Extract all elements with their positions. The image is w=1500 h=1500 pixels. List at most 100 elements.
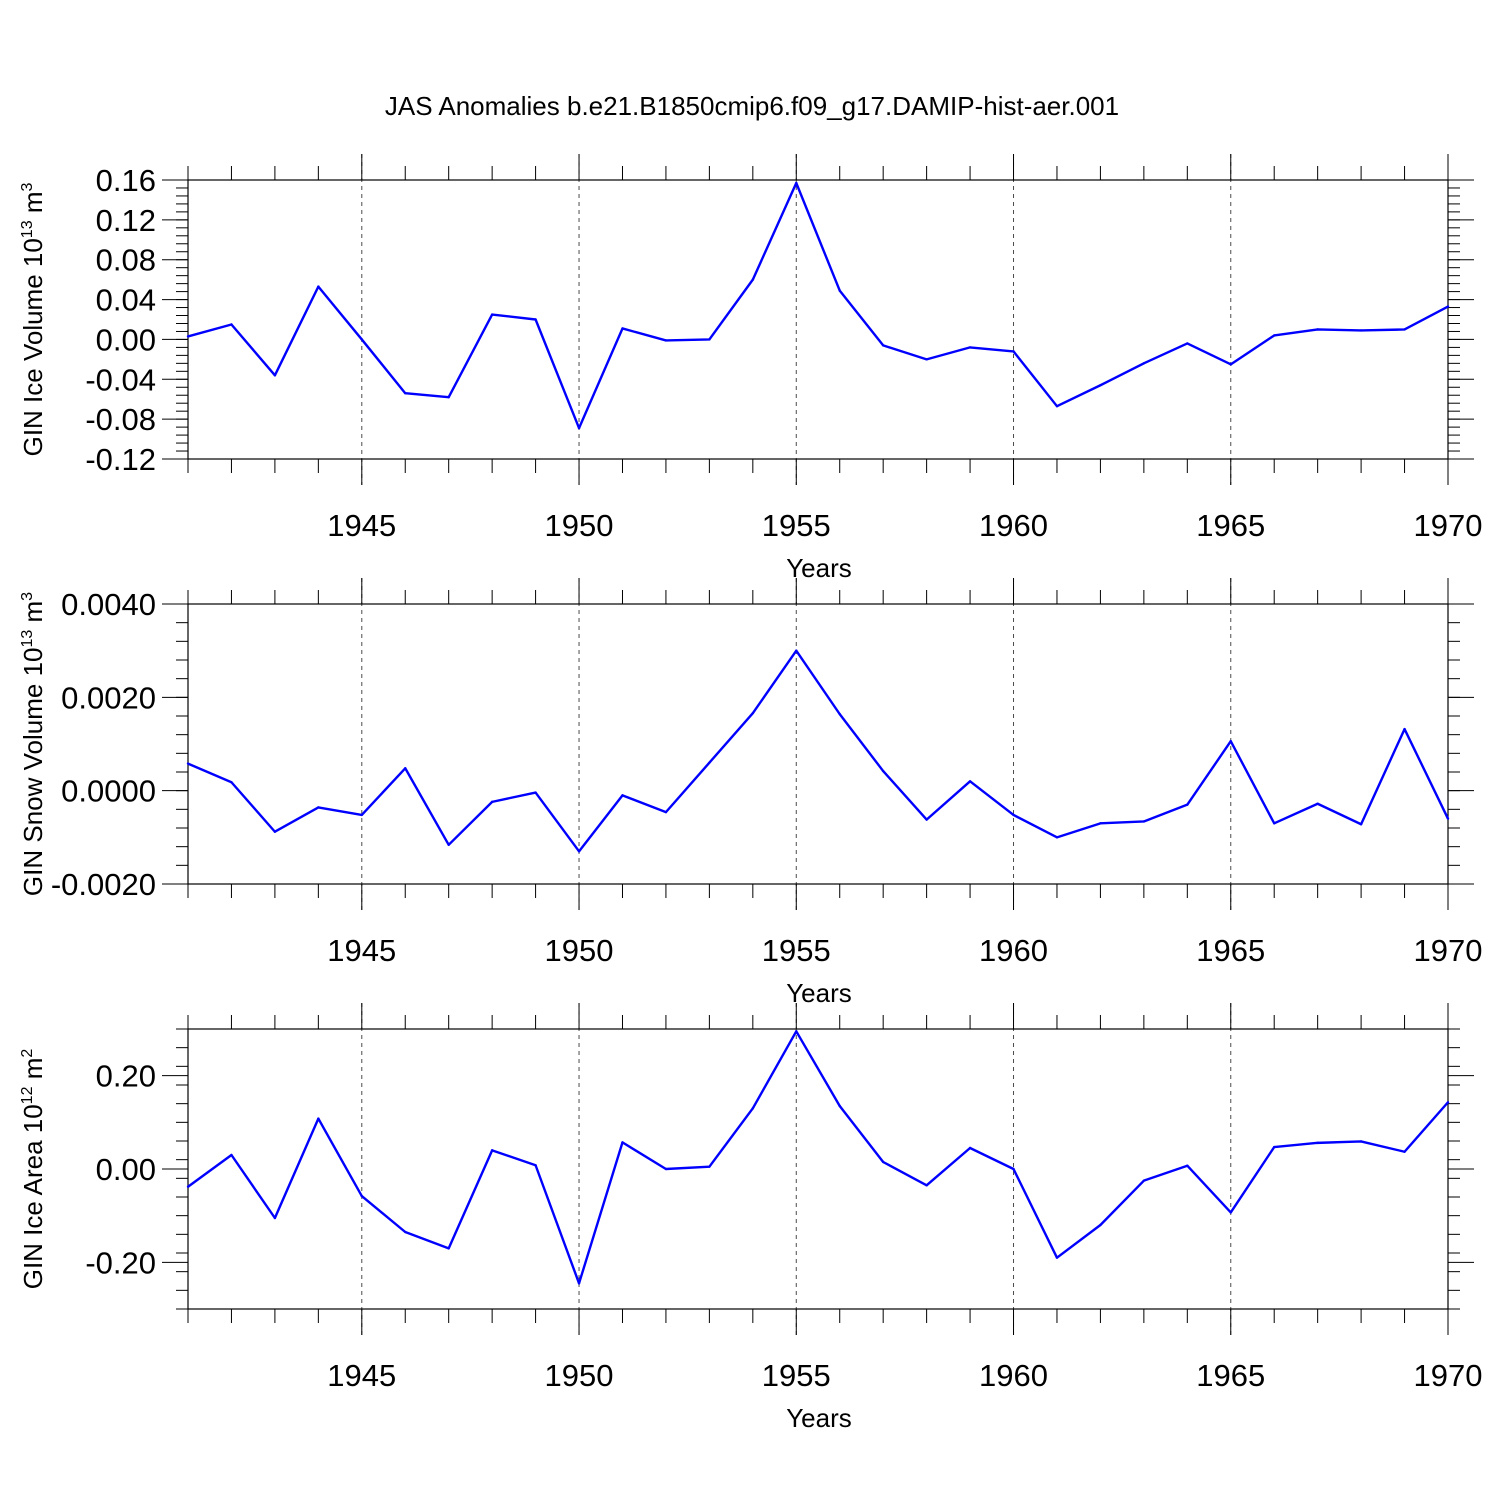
x-tick-label: 1960 bbox=[979, 508, 1048, 543]
y-tick-label: 0.16 bbox=[96, 163, 156, 198]
data-point bbox=[838, 1104, 841, 1108]
data-point bbox=[795, 649, 798, 652]
data-point bbox=[751, 1107, 755, 1110]
data-point bbox=[317, 806, 320, 809]
data-point bbox=[1403, 328, 1406, 331]
data-point bbox=[230, 1153, 233, 1157]
data-point bbox=[664, 339, 668, 342]
y-tick-label: 0.04 bbox=[96, 283, 156, 318]
data-point bbox=[404, 767, 407, 770]
data-point bbox=[447, 396, 450, 399]
figure-title: JAS Anomalies b.e21.B1850cmip6.f09_g17.D… bbox=[385, 91, 1119, 121]
y-axis-label: GIN Ice Volume 1013 m3 bbox=[18, 182, 48, 456]
data-point bbox=[1273, 334, 1276, 337]
y-tick-label: 0.0040 bbox=[61, 587, 156, 622]
data-point bbox=[1186, 803, 1189, 806]
y-tick-label: 0.0020 bbox=[61, 680, 156, 715]
data-point bbox=[1403, 727, 1406, 731]
x-tick-label: 1960 bbox=[979, 933, 1048, 968]
y-tick-label: 0.00 bbox=[96, 322, 156, 357]
x-tick-label: 1965 bbox=[1196, 933, 1265, 968]
data-point bbox=[360, 813, 363, 817]
data-point bbox=[534, 791, 537, 794]
y-tick-label: 0.20 bbox=[96, 1059, 156, 1094]
x-axis-label: Years bbox=[786, 553, 852, 583]
data-point bbox=[751, 712, 755, 715]
chart-panel-2: -0.0020 0.0000 0.0020 0.0040 1945 1950 1955 196… bbox=[18, 578, 1482, 1008]
data-point bbox=[968, 780, 972, 783]
x-tick-label: 1945 bbox=[327, 933, 396, 968]
data-point bbox=[968, 1146, 972, 1150]
data-point bbox=[1229, 363, 1232, 366]
plot-frame bbox=[187, 603, 1449, 885]
x-tick-label: 1970 bbox=[1414, 933, 1483, 968]
data-point bbox=[925, 1184, 928, 1187]
data-point bbox=[1142, 362, 1146, 365]
data-point bbox=[1359, 823, 1363, 826]
data-point bbox=[577, 1282, 581, 1285]
data-point bbox=[1316, 802, 1319, 805]
data-point bbox=[360, 338, 363, 341]
plot-frame bbox=[187, 179, 1449, 460]
data-point bbox=[795, 181, 798, 185]
y-tick-label: -0.08 bbox=[85, 402, 156, 437]
chart-panels: -0.12 -0.08 -0.04 0.00 0.04 0.08 0.12 0.16 1945 1… bbox=[18, 154, 1482, 1433]
data-point bbox=[404, 1230, 407, 1234]
data-point bbox=[230, 323, 233, 326]
x-tick-label: 1965 bbox=[1196, 508, 1265, 543]
y-tick-label: 0.08 bbox=[96, 243, 156, 278]
data-point bbox=[534, 318, 537, 321]
data-series-line bbox=[187, 181, 1449, 430]
data-point bbox=[1142, 820, 1146, 823]
data-point bbox=[925, 358, 928, 361]
data-point bbox=[1229, 740, 1232, 743]
data-point bbox=[1142, 1179, 1146, 1182]
data-point bbox=[708, 761, 711, 764]
x-tick-label: 1945 bbox=[327, 1358, 396, 1393]
data-point bbox=[838, 289, 841, 292]
data-point bbox=[273, 830, 277, 833]
x-tick-label: 1955 bbox=[762, 1358, 831, 1393]
data-point bbox=[664, 810, 668, 814]
y-tick-label: 0.00 bbox=[96, 1152, 156, 1187]
data-point bbox=[1099, 822, 1102, 825]
data-point bbox=[534, 1164, 537, 1167]
data-point bbox=[621, 327, 624, 330]
data-point bbox=[1186, 1164, 1189, 1167]
data-point bbox=[230, 781, 233, 784]
x-tick-label: 1950 bbox=[545, 933, 614, 968]
data-point bbox=[490, 800, 494, 804]
data-point bbox=[1446, 817, 1450, 820]
data-point bbox=[925, 818, 928, 821]
data-point bbox=[1186, 342, 1189, 345]
data-point bbox=[490, 1149, 494, 1152]
data-point bbox=[1229, 1211, 1232, 1214]
data-point bbox=[708, 1165, 711, 1168]
data-point bbox=[1316, 328, 1319, 331]
x-tick-label: 1950 bbox=[545, 1358, 614, 1393]
data-point bbox=[1403, 1150, 1406, 1153]
data-point bbox=[621, 1141, 624, 1144]
data-point bbox=[273, 374, 277, 377]
x-tick-label: 1960 bbox=[979, 1358, 1048, 1393]
data-point bbox=[1273, 822, 1276, 825]
y-tick-label: -0.20 bbox=[85, 1245, 156, 1280]
data-point bbox=[708, 338, 711, 341]
data-point bbox=[360, 1194, 363, 1198]
data-point bbox=[1446, 1101, 1450, 1104]
data-point bbox=[577, 426, 581, 430]
x-tick-label: 1970 bbox=[1414, 1358, 1483, 1393]
data-point bbox=[186, 335, 190, 338]
y-tick-label: -0.12 bbox=[85, 442, 156, 477]
data-series-line bbox=[187, 649, 1450, 853]
x-axis-label: Years bbox=[786, 978, 852, 1008]
x-tick-label: 1955 bbox=[762, 933, 831, 968]
data-point bbox=[1099, 384, 1102, 387]
data-point bbox=[1359, 329, 1363, 332]
data-point bbox=[490, 313, 494, 316]
data-point bbox=[1055, 1256, 1059, 1259]
data-point bbox=[664, 1167, 668, 1171]
data-point bbox=[273, 1216, 277, 1220]
data-point bbox=[317, 285, 320, 288]
